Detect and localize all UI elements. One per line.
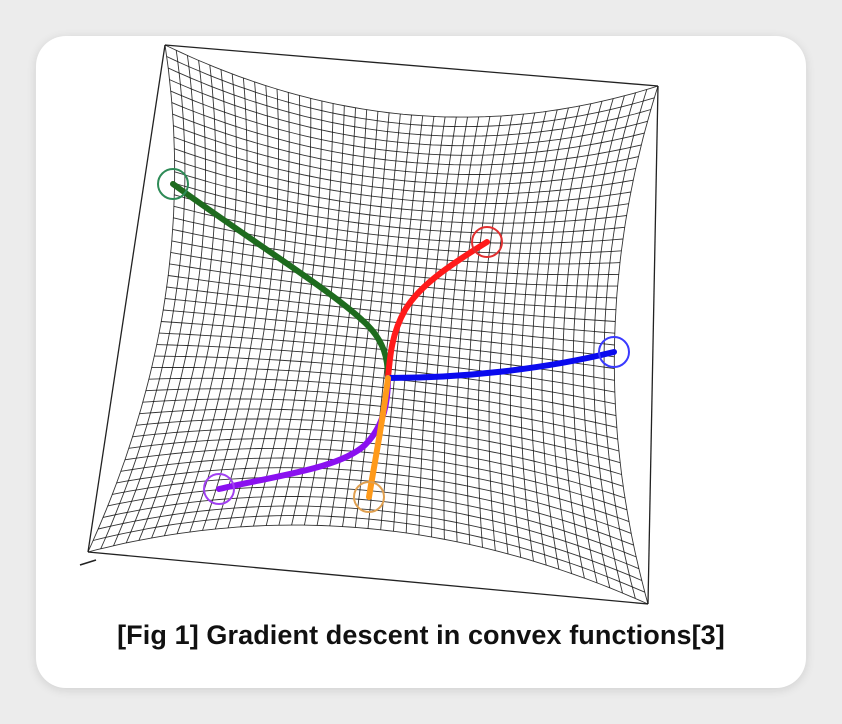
surface-mesh — [87, 44, 659, 605]
frame-edge — [87, 551, 649, 605]
mesh-col-line — [593, 92, 637, 594]
mesh-row-line — [168, 67, 652, 137]
mesh-col-line — [509, 111, 547, 558]
mesh-row-line — [170, 90, 645, 156]
figure-card — [36, 36, 806, 688]
mesh-col-line — [418, 117, 457, 535]
mesh-row-line — [145, 388, 618, 440]
axis-tick — [79, 559, 97, 566]
orange-start-marker — [353, 481, 385, 513]
mesh-col-line — [466, 115, 502, 545]
mesh-col-line — [405, 116, 446, 534]
mesh-row-line — [166, 56, 655, 128]
frame-edge — [87, 44, 166, 553]
mesh-row-line — [161, 321, 615, 369]
mesh-col-line — [613, 85, 659, 605]
mesh-row-line — [142, 398, 620, 452]
descent-paths — [157, 168, 630, 513]
mesh-col-line — [562, 101, 603, 579]
mesh-col-line — [572, 98, 614, 583]
blue-start-marker — [598, 336, 630, 368]
red-start-marker — [471, 226, 503, 258]
mesh-row-line — [102, 496, 640, 570]
mesh-row-line — [173, 136, 634, 195]
mesh-row-line — [163, 309, 615, 358]
mesh-row-line — [173, 125, 636, 185]
mesh-row-line — [172, 113, 639, 175]
orange-path — [366, 375, 391, 500]
mesh-col-line — [488, 114, 524, 551]
mesh-row-line — [151, 367, 617, 417]
mesh-col-line — [520, 109, 558, 562]
mesh-row-line — [164, 44, 659, 118]
mesh-col-line — [551, 103, 592, 574]
green-path — [170, 181, 391, 381]
mesh-col-line — [443, 116, 480, 540]
mesh-col-line — [477, 115, 513, 548]
mesh-row-line — [169, 79, 648, 147]
mesh-col-line — [583, 95, 625, 589]
mesh-col-line — [393, 116, 435, 532]
purple-start-marker — [203, 473, 235, 505]
mesh-col-line — [541, 105, 581, 570]
frame-edge — [647, 85, 659, 605]
mesh-col-line — [603, 89, 648, 599]
mesh-col-line — [499, 112, 536, 554]
mesh-row-line — [98, 505, 642, 581]
mesh-col-line — [265, 101, 323, 526]
green-start-marker — [157, 168, 189, 200]
mesh-col-line — [531, 107, 569, 566]
frame-edge — [164, 44, 659, 87]
mesh-row-line — [148, 377, 617, 428]
mesh-col-line — [431, 117, 468, 538]
mesh-row-line — [93, 515, 645, 593]
red-path — [385, 239, 490, 381]
bounding-box-frame — [79, 44, 659, 605]
mesh-row-line — [87, 524, 649, 605]
mesh-col-line — [455, 116, 491, 542]
figure-caption: [Fig 1] Gradient descent in convex funct… — [117, 620, 725, 650]
blue-path — [385, 349, 617, 381]
